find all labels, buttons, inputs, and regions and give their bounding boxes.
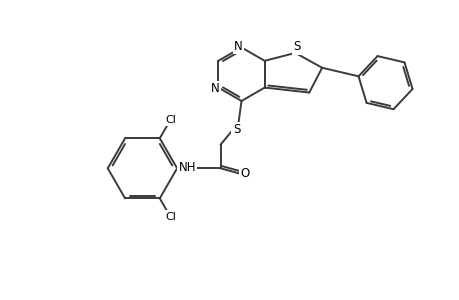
- Text: Cl: Cl: [165, 115, 176, 125]
- Text: O: O: [241, 167, 250, 180]
- Text: NH: NH: [178, 161, 196, 174]
- Text: S: S: [293, 40, 300, 53]
- Text: Cl: Cl: [165, 212, 176, 222]
- Text: N: N: [211, 82, 219, 95]
- Text: N: N: [234, 40, 242, 53]
- Text: S: S: [232, 123, 240, 136]
